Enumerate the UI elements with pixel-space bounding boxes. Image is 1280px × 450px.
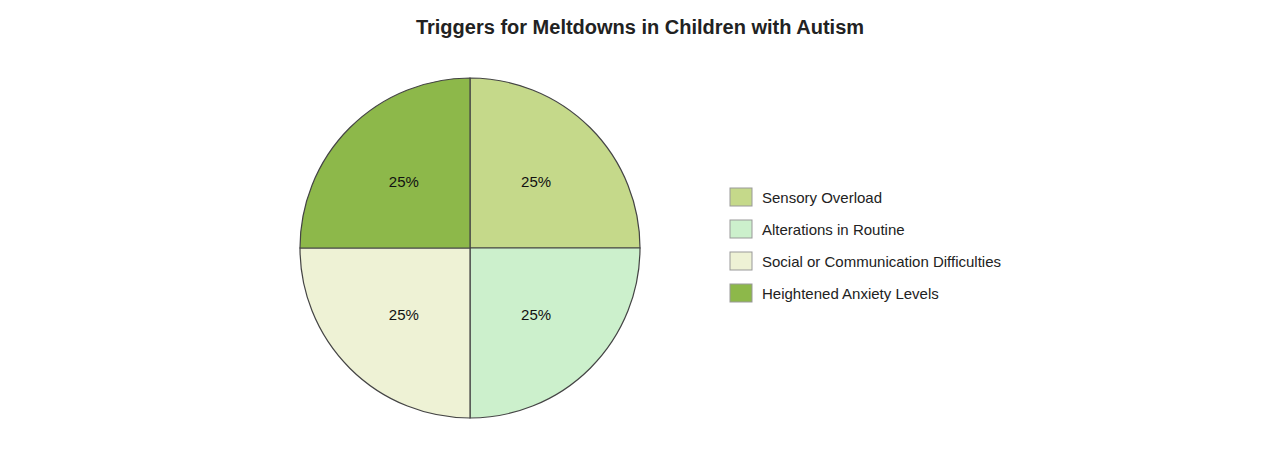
pie-slices bbox=[300, 78, 640, 418]
legend: Sensory Overload Alterations in Routine So… bbox=[730, 188, 1001, 302]
pie-labels: 25% 25% 25% 25% bbox=[389, 173, 551, 322]
legend-label: Social or Communication Difficulties bbox=[762, 253, 1001, 270]
pie-slice bbox=[300, 78, 470, 248]
pie-slice bbox=[470, 78, 640, 248]
legend-label: Sensory Overload bbox=[762, 189, 882, 206]
data-label: 25% bbox=[521, 173, 551, 190]
chart-title: Triggers for Meltdowns in Children with … bbox=[416, 16, 864, 38]
chart-svg: Triggers for Meltdowns in Children with … bbox=[0, 0, 1280, 450]
chart-container: Triggers for Meltdowns in Children with … bbox=[0, 0, 1280, 450]
legend-label: Alterations in Routine bbox=[762, 221, 905, 238]
data-label: 25% bbox=[389, 173, 419, 190]
legend-label: Heightened Anxiety Levels bbox=[762, 285, 939, 302]
pie-slice bbox=[470, 248, 640, 418]
legend-swatch bbox=[730, 220, 752, 238]
data-label: 25% bbox=[389, 306, 419, 323]
legend-swatch bbox=[730, 284, 752, 302]
pie-slice bbox=[300, 248, 470, 418]
legend-swatch bbox=[730, 188, 752, 206]
data-label: 25% bbox=[521, 306, 551, 323]
legend-swatch bbox=[730, 252, 752, 270]
